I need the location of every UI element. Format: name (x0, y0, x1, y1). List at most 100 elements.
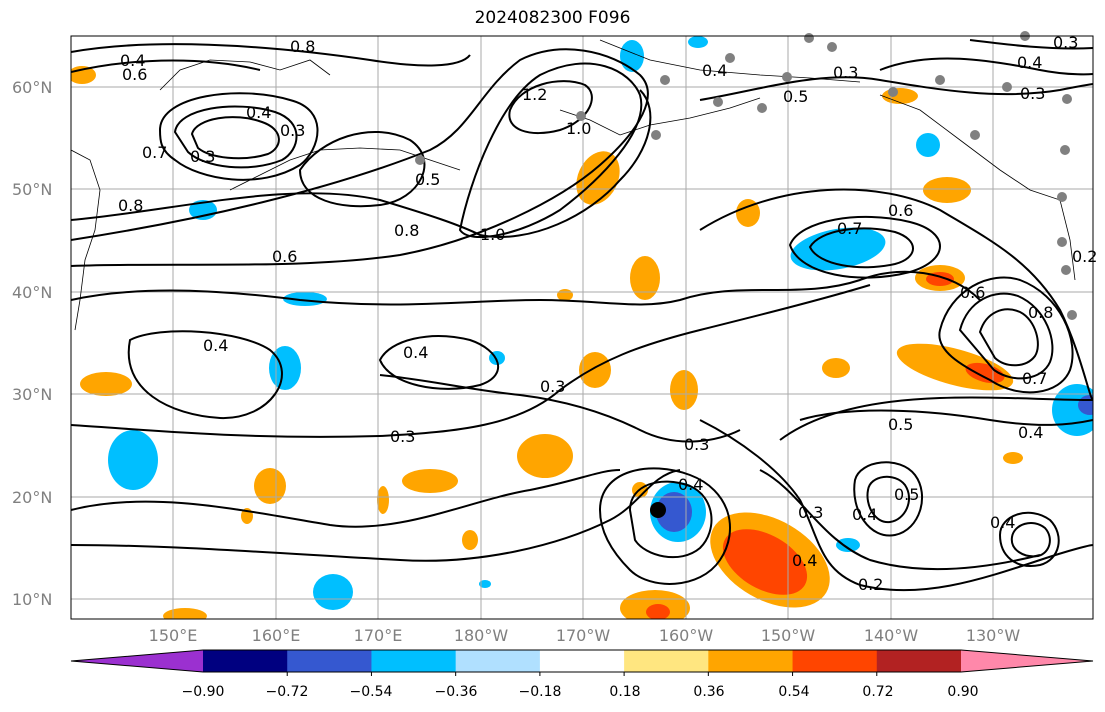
contour-line (788, 216, 941, 279)
contour-line (190, 116, 280, 160)
contour-label: 1.2 (522, 85, 547, 104)
contour-lines (71, 39, 1093, 592)
contour-label: 0.6 (122, 65, 147, 84)
contour-label: 0.4 (403, 343, 428, 362)
contour-label: 0.3 (540, 377, 565, 396)
shade-blob (1003, 452, 1023, 464)
contour-label: 0.3 (1053, 33, 1078, 52)
station-dot (1067, 310, 1077, 320)
station-dot (970, 130, 980, 140)
shade-blob (630, 256, 660, 300)
lon-label: 130°W (965, 626, 1021, 645)
station-dot (1060, 145, 1070, 155)
contour-line (853, 461, 924, 537)
contour-line (508, 80, 593, 135)
contour-labels: 0.4 0.6 0.8 0.3 0.4 0.3 0.7 0.8 0.6 0.8 … (118, 33, 1097, 594)
station-dot (1057, 192, 1067, 202)
lat-label: 60°N (12, 78, 53, 97)
contour-label: 0.7 (142, 143, 167, 162)
contour-label: 0.4 (203, 336, 228, 355)
shade-blob (1078, 395, 1093, 415)
colorbar-tick-label: 0.36 (693, 684, 725, 700)
shade-blob (882, 88, 918, 104)
colorbar-tick-label: −0.36 (434, 684, 478, 700)
anomaly-shading (71, 36, 1093, 619)
contour-label: 0.8 (394, 221, 419, 240)
shade-blob (688, 36, 708, 48)
contour-line (699, 419, 1093, 592)
shade-blob (163, 608, 207, 619)
contour-label: 0.4 (246, 103, 271, 122)
contour-line (958, 292, 1054, 380)
storm-position-marker (650, 502, 666, 518)
contour-label: 0.8 (290, 37, 315, 56)
shade-blob (736, 199, 760, 227)
station-dot (660, 75, 670, 85)
colorbar-tick-label: 0.90 (947, 684, 979, 700)
lat-label: 30°N (12, 385, 53, 404)
shade-blob (836, 538, 860, 552)
lat-label: 20°N (12, 488, 53, 507)
contour-line (378, 335, 500, 390)
station-dot (804, 33, 814, 43)
contour-line (71, 469, 681, 562)
colorbar-extend-high (961, 650, 1093, 672)
lat-label: 50°N (12, 180, 53, 199)
contour-label: 0.4 (120, 51, 145, 70)
shade-blob (462, 530, 478, 550)
shade-blob (923, 177, 971, 203)
contour-line (71, 469, 621, 528)
contour-line (379, 374, 741, 443)
station-markers (415, 31, 1077, 320)
contour-label: 0.4 (678, 475, 703, 494)
contour-label: 0.7 (837, 219, 862, 238)
contour-line (71, 270, 981, 306)
station-dot (1057, 237, 1067, 247)
colorbar-tick-label: −0.54 (349, 684, 393, 700)
contour-label: 0.4 (1017, 53, 1042, 72)
contour-label: 1.0 (480, 225, 505, 244)
contour-line (158, 92, 319, 181)
colorbar-segment (708, 650, 794, 672)
shade-blob (283, 292, 327, 306)
colorbar-segment (539, 650, 625, 672)
contour-line (998, 511, 1060, 567)
contour-label: 0.3 (833, 63, 858, 82)
contour-line (71, 59, 261, 73)
shade-blob (402, 469, 458, 493)
contour-line (71, 48, 649, 267)
lon-label: 140°W (863, 626, 919, 645)
contour-line (879, 57, 1093, 76)
contour-line (699, 188, 1093, 401)
contour-line (598, 467, 731, 585)
contour-label: 1.0 (566, 119, 591, 138)
contour-line (71, 89, 652, 238)
contour-label: 0.5 (783, 87, 808, 106)
colorbar-tick-label: 0.72 (862, 684, 894, 700)
shade-blob (254, 468, 286, 504)
coastline (229, 147, 461, 191)
contour-label: 0.4 (1018, 423, 1043, 442)
shade-blob (896, 343, 1014, 391)
colorbar-tick-label: −0.72 (265, 684, 309, 700)
contour-line (1010, 522, 1051, 558)
station-dot (1002, 82, 1012, 92)
contour-line (173, 105, 298, 169)
station-dot (725, 53, 735, 63)
contour-label: 0.5 (894, 485, 919, 504)
shade-blob (80, 372, 132, 396)
lat-label: 40°N (12, 283, 53, 302)
colorbar-segment (287, 650, 372, 672)
map-frame (70, 35, 1094, 620)
contour-line (759, 469, 1041, 571)
contour-line (127, 330, 283, 420)
contour-line (628, 480, 713, 559)
colorbar-tick-label: −0.90 (181, 684, 225, 700)
colorbar-segment (792, 650, 878, 672)
shade-blob (1052, 384, 1093, 436)
contour-line (938, 276, 1074, 394)
contour-label: 0.3 (390, 427, 415, 446)
shade-blob (646, 604, 670, 619)
contour-label: 0.3 (190, 147, 215, 166)
contour-line (458, 62, 643, 238)
